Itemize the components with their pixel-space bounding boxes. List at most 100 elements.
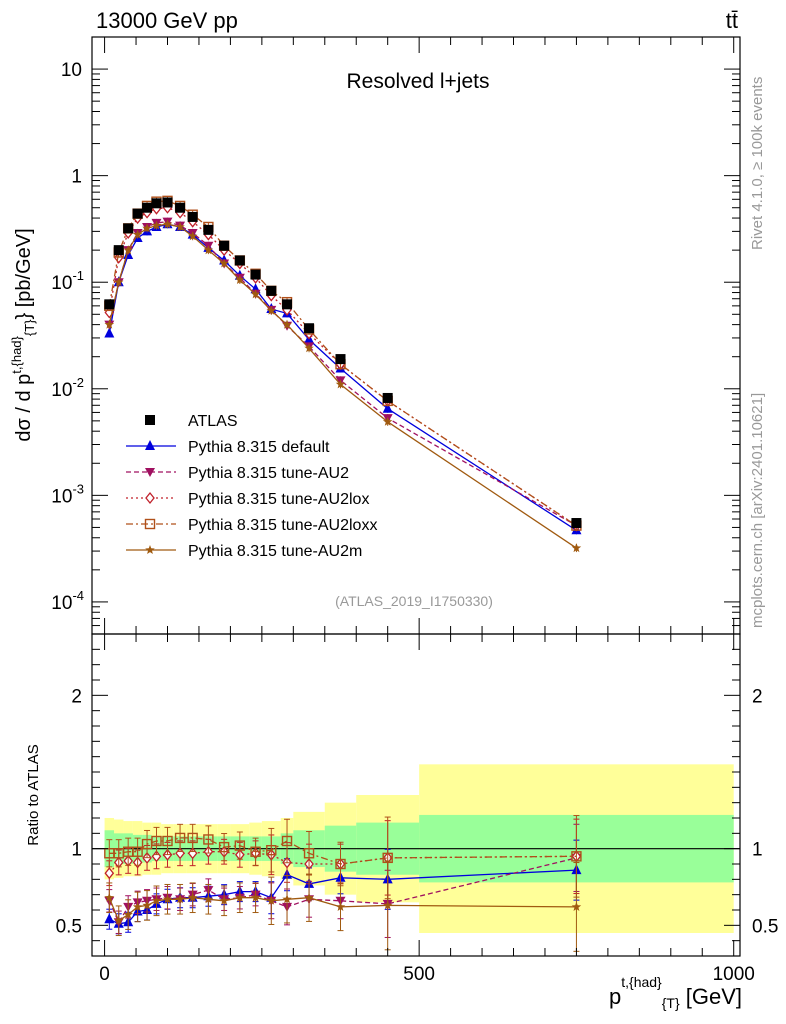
atlas-data-point — [219, 240, 230, 251]
ratio-point-pythia-8-315-tune-au2loxx — [303, 848, 315, 859]
uncertainty-bands — [92, 764, 740, 933]
ratio-point-pythia-8-315-tune-au2m — [571, 901, 582, 911]
ratio-point-pythia-8-315-tune-au2loxx — [218, 841, 230, 853]
legend-label-pythia-8-315-tune-au2lox: Pythia 8.315 tune-AU2lox — [188, 491, 369, 508]
ratio-point-pythia-8-315-tune-au2loxx — [132, 846, 143, 857]
legend-marker-pythia-8-315-tune-au2lox — [145, 491, 155, 505]
header-process-label: tt̄ — [726, 8, 738, 33]
ratio-point-pythia-8-315-tune-au2m — [123, 909, 133, 919]
ratio-point-pythia-8-315-tune-au2m — [151, 895, 162, 905]
ratio-point-pythia-8-315-tune-au2loxx — [250, 846, 261, 857]
ratio-tick-label-right: 2 — [752, 686, 763, 707]
atlas-data-point — [382, 392, 393, 403]
atlas-data-point — [250, 269, 261, 280]
ratio-tick-label-left: 2 — [71, 686, 82, 707]
atlas-data-point — [266, 285, 277, 296]
series-point-pythia-8-315-tune-au2m — [304, 343, 314, 353]
ratio-point-pythia-8-315-tune-au2loxx — [571, 851, 582, 862]
series-point-pythia-8-315-tune-au2m — [382, 416, 393, 426]
series-point-pythia-8-315-tune-au2m — [104, 319, 115, 329]
ratio-point-pythia-8-315-tune-au2loxx — [281, 835, 293, 847]
series-point-pythia-8-315-tune-au2m — [282, 319, 292, 329]
ratio-tick-label-right: 1 — [752, 840, 763, 861]
ratio-point-pythia-8-315-tune-au2m — [162, 894, 173, 904]
ratio-point-pythia-8-315-tune-au2m — [187, 892, 198, 902]
ratio-point-pythia-8-315-tune-au2m — [142, 900, 152, 910]
series-point-pythia-8-315-default — [382, 402, 393, 413]
ratio-point-pythia-8-315-tune-au2m — [175, 894, 185, 904]
chart-title: Resolved l+jets — [347, 70, 490, 93]
legend-label-atlas: ATLAS — [188, 413, 238, 430]
ratio-panel-content — [104, 815, 582, 952]
series-point-pythia-8-315-tune-au2m — [187, 231, 198, 241]
atlas-data-point — [203, 224, 214, 235]
ratio-point-pythia-8-315-tune-au2m — [250, 892, 261, 902]
legend: ATLAS Pythia 8.315 default Pythia 8.315 tu… — [126, 413, 377, 560]
series-point-pythia-8-315-tune-au2m — [335, 379, 346, 389]
legend-label-pythia-8-315-default: Pythia 8.315 default — [188, 439, 330, 456]
series-point-pythia-8-315-default — [104, 327, 115, 338]
atlas-data-point — [151, 198, 162, 209]
atlas-data-point — [304, 323, 315, 334]
series-point-pythia-8-315-tune-au2m — [250, 289, 261, 299]
y-axis-label: dσ / d pt,{had}{T}} [pb/GeV] — [9, 228, 37, 441]
atlas-data-point — [142, 202, 153, 213]
atlas-data-point — [282, 299, 293, 310]
atlas-data-point — [104, 299, 115, 310]
legend-marker-pythia-8-315-default — [145, 440, 155, 450]
legend-marker-atlas — [145, 415, 155, 425]
atlas-data-point — [123, 223, 134, 234]
ratio-point-pythia-8-315-tune-au2loxx — [162, 835, 173, 847]
legend-marker-pythia-8-315-tune-au2m — [145, 545, 155, 554]
legend-marker-pythia-8-315-tune-au2 — [145, 468, 155, 477]
ratio-point-pythia-8-315-tune-au2loxx — [335, 858, 346, 870]
ratio-y-axis-label: Ratio to ATLAS — [25, 744, 42, 845]
y-tick-label: 1 — [71, 167, 82, 188]
ratio-point-pythia-8-315-tune-au2m — [219, 895, 229, 905]
rivet-version-label: Rivet 4.1.0, ≥ 100k events — [749, 77, 766, 250]
series-point-pythia-8-315-tune-au2m — [571, 543, 582, 553]
series-point-pythia-8-315-tune-au2m — [151, 220, 162, 230]
x-tick-label: 0 — [99, 964, 110, 985]
ratio-point-pythia-8-315-tune-au2loxx — [203, 834, 214, 845]
ratio-point-pythia-8-315-tune-au2loxx — [234, 840, 246, 851]
ratio-point-pythia-8-315-tune-au2loxx — [187, 832, 198, 844]
ratio-point-pythia-8-315-tune-au2m — [304, 892, 314, 902]
ratio-panel-frame — [91, 633, 741, 957]
ratio-tick-label-left: 0.5 — [56, 916, 82, 937]
atlas-data-point — [335, 354, 346, 365]
series-point-pythia-8-315-tune-au2m — [203, 245, 214, 255]
ratio-point-pythia-8-315-tune-au2m — [104, 892, 115, 902]
series-point-pythia-8-315-tune-au2m — [123, 245, 133, 255]
ratio-point-pythia-8-315-tune-au2loxx — [151, 835, 162, 847]
series-point-pythia-8-315-tune-au2m — [162, 219, 173, 229]
series-point-pythia-8-315-tune-au2m — [132, 229, 143, 239]
ratio-point-pythia-8-315-tune-au2lox — [104, 867, 115, 880]
y-tick-label: 10-4 — [51, 588, 84, 614]
y-tick-label: 10-1 — [51, 268, 84, 294]
ratio-point-pythia-8-315-tune-au2m — [335, 901, 346, 911]
y-tick-label: 10-3 — [51, 481, 84, 507]
ratio-point-pythia-8-315-tune-au2m — [235, 892, 245, 902]
x-tick-label: 500 — [403, 964, 435, 985]
ratio-tick-label-right: 0.5 — [752, 916, 778, 937]
x-axis-label: pt,{had}{T} [GeV] — [609, 974, 742, 1011]
ratio-point-pythia-8-315-tune-au2loxx — [174, 832, 186, 844]
ratio-point-pythia-8-315-tune-au2loxx — [266, 845, 277, 856]
analysis-tag: (ATLAS_2019_I1750330) — [335, 593, 493, 609]
legend-label-pythia-8-315-tune-au2m: Pythia 8.315 tune-AU2m — [188, 543, 362, 560]
atlas-data-point — [571, 518, 582, 529]
legend-label-pythia-8-315-tune-au2: Pythia 8.315 tune-AU2 — [188, 465, 349, 482]
header-energy-label: 13000 GeV pp — [96, 8, 238, 33]
series-point-pythia-8-315-tune-au2m — [142, 223, 152, 233]
axis-ticks: 10 1 10-1 10-2 10-3 10-4 0.5 0.5 1 1 2 2 0 500 1000 — [51, 36, 778, 985]
atlas-data-point — [234, 255, 245, 266]
series-point-pythia-8-315-tune-au2m — [235, 275, 245, 284]
ratio-tick-label-left: 1 — [71, 840, 82, 861]
ratio-point-pythia-8-315-tune-au2m — [132, 901, 143, 911]
ratio-point-pythia-8-315-tune-au2m — [382, 900, 393, 910]
ratio-point-pythia-8-315-tune-au2m — [203, 894, 214, 904]
ratio-point-pythia-8-315-default — [104, 913, 115, 924]
legend-label-pythia-8-315-tune-au2loxx: Pythia 8.315 tune-AU2loxx — [188, 517, 377, 534]
